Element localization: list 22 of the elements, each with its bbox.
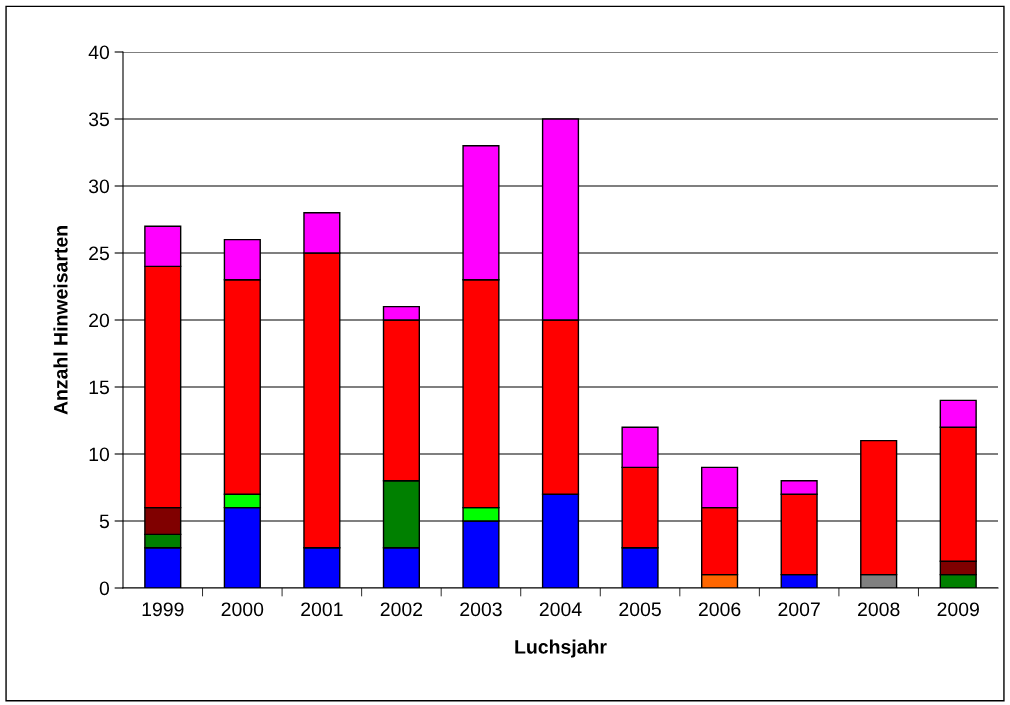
x-tick-label: 2000 <box>221 602 264 617</box>
x-tick-label: 1999 <box>142 602 184 617</box>
x-tick-label: 2005 <box>619 602 661 617</box>
y-tick-label: 35 <box>88 112 109 127</box>
x-tick-label: 2008 <box>858 602 900 617</box>
x-tick-label: 2003 <box>460 602 502 617</box>
y-tick-label: 5 <box>99 514 109 529</box>
y-tick-label: 20 <box>89 313 110 328</box>
y-tick-label: 10 <box>89 447 110 462</box>
x-tick-label: 2006 <box>698 602 741 617</box>
y-tick-label: 25 <box>89 246 109 261</box>
x-tick-label: 2007 <box>778 602 820 617</box>
x-tick-label: 2009 <box>937 602 979 617</box>
y-tick-label: 0 <box>99 581 110 596</box>
y-tick-label: 30 <box>88 179 110 194</box>
y-tick-label: 15 <box>89 380 109 395</box>
x-tick-label: 2004 <box>539 602 582 617</box>
x-tick-label: 2002 <box>380 602 423 617</box>
x-axis-title: Luchsjahr <box>515 639 607 658</box>
y-axis-title: Anzahl Hinweisarten <box>53 226 68 415</box>
x-tick-label: 2001 <box>301 602 343 617</box>
y-tick-label: 40 <box>88 45 110 60</box>
